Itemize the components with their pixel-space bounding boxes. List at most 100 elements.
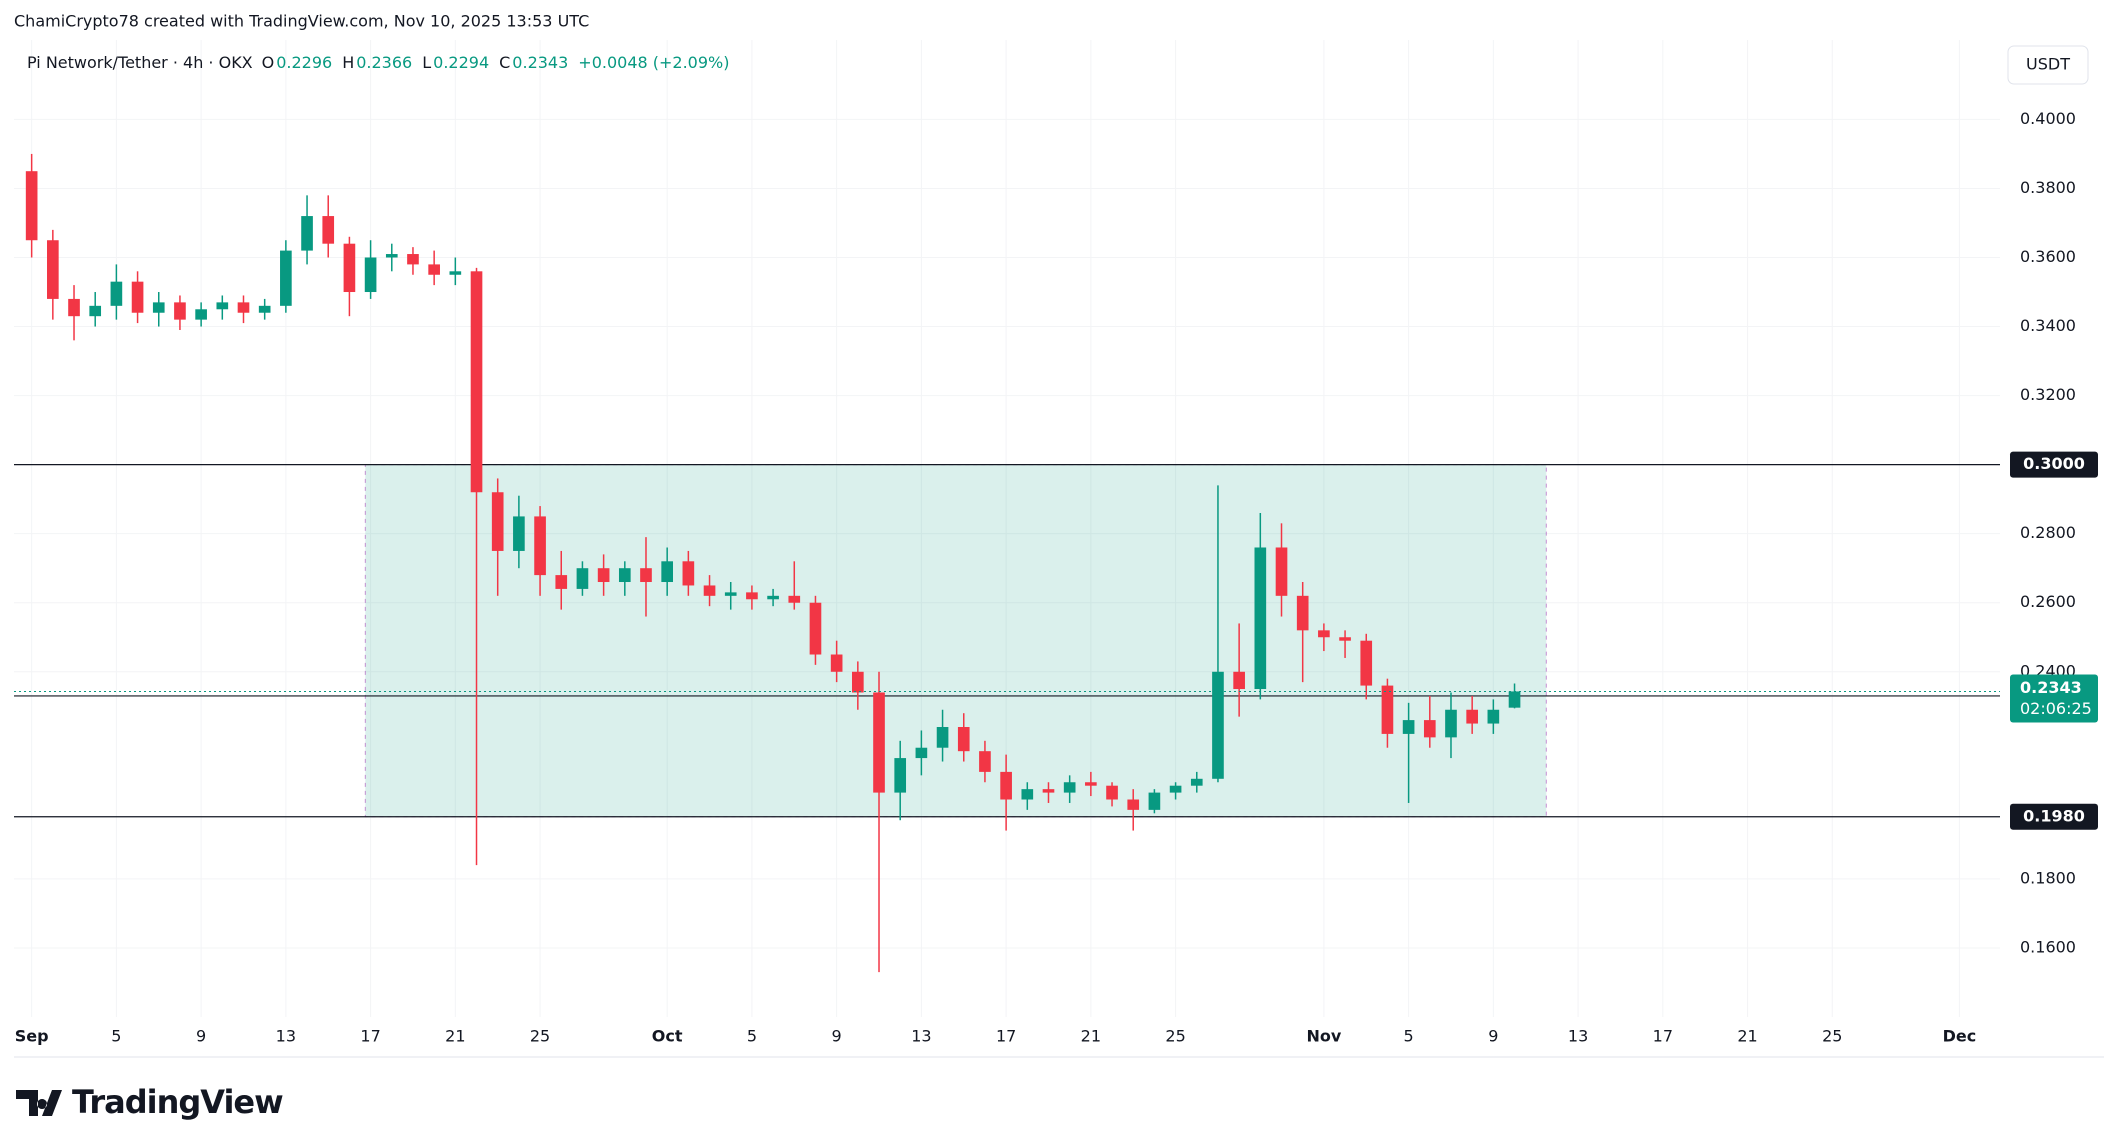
ohlc-key: C: [499, 53, 510, 72]
y-tick-label: 0.1800: [2020, 868, 2076, 887]
candle-body: [788, 595, 801, 603]
candle-body: [131, 281, 144, 313]
candle-body: [174, 302, 186, 320]
candle-body: [746, 592, 758, 600]
ohlc-value: 0.2366: [356, 53, 412, 72]
candle-body: [1275, 547, 1288, 596]
ohlc-value: 0.2294: [433, 53, 489, 72]
symbol-legend: Pi Network/Tether · 4h · OKX O 0.2296 H 0.23…: [27, 53, 729, 72]
candle-body: [873, 692, 885, 793]
x-tick-label: 9: [196, 1027, 206, 1046]
candle-body: [513, 516, 525, 551]
x-tick-label: Sep: [15, 1027, 49, 1046]
x-tick-label: Dec: [1943, 1027, 1977, 1046]
ohlc-key: L: [422, 53, 431, 72]
candle-body: [852, 671, 864, 693]
currency-button[interactable]: [2007, 45, 2089, 85]
level-label: 0.1980: [2023, 806, 2085, 825]
y-tick-label: 0.3600: [2020, 247, 2076, 266]
candle-body: [110, 281, 123, 306]
logo-text: TradingView: [72, 1083, 283, 1121]
candle-body: [1339, 637, 1351, 641]
candle-body: [322, 216, 335, 244]
candle-body: [1169, 785, 1182, 793]
candle-body: [407, 254, 419, 265]
candle-body: [1360, 640, 1373, 686]
candle-body: [1402, 720, 1415, 734]
x-tick-label: 5: [111, 1027, 121, 1046]
candle-body: [1254, 547, 1267, 690]
x-tick-label: 13: [911, 1027, 931, 1046]
candle-body: [301, 216, 313, 251]
candle-body: [491, 492, 504, 551]
last-price-label: 0.2343: [2020, 678, 2082, 697]
logo: TradingView: [16, 1083, 284, 1121]
candle-body: [428, 264, 440, 275]
candle-body: [343, 243, 356, 293]
change: +0.0048 (+2.09%): [578, 53, 729, 72]
candle-body: [703, 585, 716, 596]
candle-body: [1508, 691, 1521, 708]
candle-body: [830, 654, 843, 672]
candle-body: [555, 575, 568, 589]
candle-body: [1445, 709, 1457, 738]
candle-body: [1212, 671, 1224, 779]
candle-body: [1466, 709, 1478, 724]
ohlc-key: H: [342, 53, 354, 72]
x-tick-label: 17: [996, 1027, 1016, 1046]
candle-body: [915, 747, 928, 759]
x-tick-label: 5: [747, 1027, 757, 1046]
candle-body: [1423, 720, 1436, 738]
candle-body: [979, 751, 991, 772]
candle-body: [894, 758, 907, 793]
candle-body: [237, 302, 250, 313]
y-tick-label: 0.4000: [2020, 109, 2076, 128]
y-tick-label: 0.3200: [2020, 385, 2076, 404]
candle-body: [576, 568, 589, 589]
candle-body: [68, 298, 80, 317]
candle-body: [1487, 709, 1500, 724]
candle-body: [597, 568, 610, 583]
symbol: Pi Network/Tether · 4h · OKX: [27, 53, 253, 72]
x-tick-label: 25: [530, 1027, 550, 1046]
candle-body: [470, 271, 483, 493]
candle-body: [1000, 771, 1012, 800]
candle-body: [1148, 792, 1161, 810]
candle-body: [25, 171, 38, 241]
candle-body: [1190, 778, 1203, 786]
x-tick-label: 17: [1653, 1027, 1673, 1046]
x-tick-label: 25: [1822, 1027, 1842, 1046]
currency[interactable]: USDT: [2026, 55, 2070, 74]
candle-body: [724, 592, 737, 596]
candle-body: [661, 561, 673, 583]
x-tick-label: 21: [1737, 1027, 1757, 1046]
y-tick-label: 0.3800: [2020, 178, 2076, 197]
x-tick-label: 5: [1404, 1027, 1414, 1046]
y-tick-label: 0.2600: [2020, 592, 2076, 611]
candle-body: [152, 302, 165, 313]
candle-body: [89, 305, 102, 317]
candle-body: [682, 561, 695, 586]
countdown: 02:06:25: [2020, 699, 2092, 718]
candle-body: [640, 568, 652, 583]
x-tick-label: 9: [832, 1027, 842, 1046]
last-price-bg: [2010, 674, 2098, 723]
candle-body: [767, 595, 779, 600]
ohlc-value: 0.2343: [512, 53, 568, 72]
candle-body: [1233, 671, 1245, 690]
candle-body: [1021, 789, 1034, 800]
y-tick-label: 0.1600: [2020, 937, 2076, 956]
candle-body: [1085, 782, 1097, 786]
x-tick-label: 21: [445, 1027, 465, 1046]
y-tick-label: 0.2800: [2020, 523, 2076, 542]
x-tick-label: 17: [360, 1027, 380, 1046]
candle-body: [47, 240, 59, 299]
x-tick-label: Oct: [652, 1027, 683, 1046]
candle-body: [1042, 789, 1055, 793]
x-tick-label: 9: [1488, 1027, 1498, 1046]
candle-body: [258, 305, 271, 313]
candle-body: [1296, 595, 1309, 631]
candle-body: [534, 516, 546, 576]
x-tick-label: 25: [1165, 1027, 1185, 1046]
